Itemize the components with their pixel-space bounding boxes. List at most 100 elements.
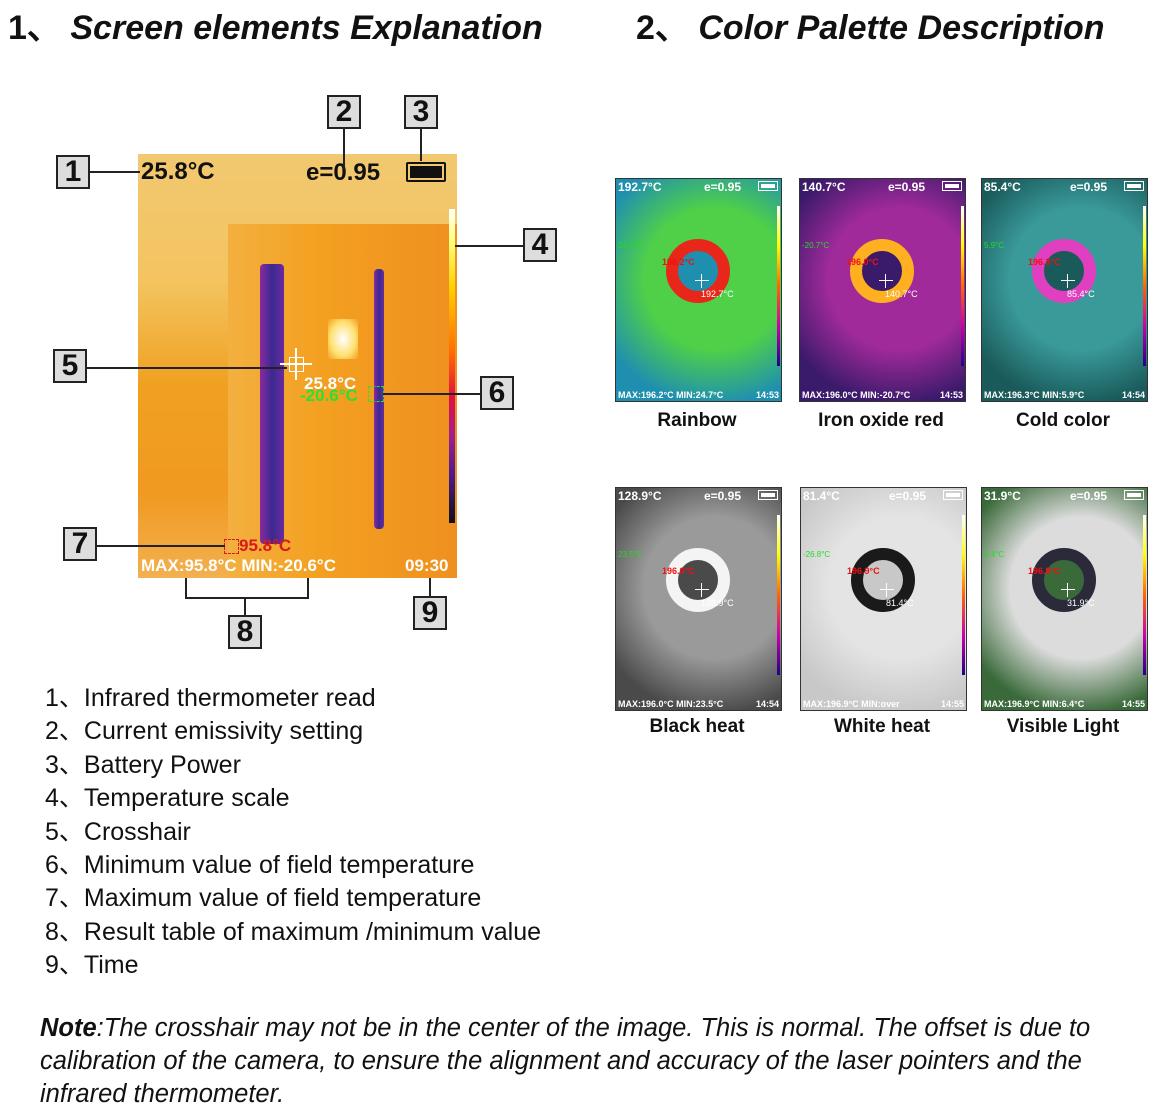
crosshair-icon bbox=[1061, 274, 1075, 288]
palette-scale bbox=[962, 515, 965, 675]
palette-time: 14:55 bbox=[1121, 699, 1145, 709]
palette-name: Rainbow bbox=[657, 410, 737, 431]
palette-cold-temp: -26.8°C bbox=[803, 550, 831, 559]
leader-line bbox=[383, 393, 480, 395]
palette-preview: 85.4°C e=0.95 196.3°C 5.9°C 85.4°C MAX:196.3°… bbox=[981, 178, 1148, 402]
palette-header: 140.7°C e=0.95 bbox=[802, 180, 963, 194]
palette-hot-ring bbox=[1032, 548, 1096, 612]
legend-item: 6、Minimum value of field temperature bbox=[45, 851, 475, 880]
palette-emissivity: e=0.95 bbox=[703, 180, 741, 194]
crosshair-temp: 25.8°C bbox=[304, 374, 357, 393]
palette-header: 31.9°C e=0.95 bbox=[984, 489, 1145, 503]
thermal-vent bbox=[374, 269, 384, 529]
palette-hot-temp: 196.3°C bbox=[1028, 257, 1061, 267]
thermal-screen: 25.8°C e=0.95 25.8°C -20.6°C 95.8°C MAX:… bbox=[138, 154, 457, 578]
legend-item: 5、Crosshair bbox=[45, 817, 191, 846]
palette-emissivity: e=0.95 bbox=[887, 180, 925, 194]
legend-list: 1、Infrared thermometer read 2、Current em… bbox=[45, 682, 541, 983]
palette-name: Cold color bbox=[1016, 410, 1110, 431]
palette-crosshair-temp: 31.9°C bbox=[1067, 598, 1095, 608]
palette-max-min: MAX:196.9°C MIN:over bbox=[803, 699, 900, 709]
battery-icon bbox=[943, 490, 963, 500]
palette-emissivity: e=0.95 bbox=[888, 489, 926, 503]
palette-cold-temp: 5.9°C bbox=[984, 241, 1005, 250]
battery-icon bbox=[1124, 490, 1144, 500]
legend-item: 8、Result table of maximum /minimum value bbox=[45, 917, 541, 946]
bracket-line bbox=[307, 578, 309, 598]
palette-preview: 81.4°C e=0.95 196.9°C -26.8°C 81.4°C MAX:196.… bbox=[800, 487, 967, 711]
palette-max-min: MAX:196.0°C MIN:23.5°C bbox=[618, 699, 724, 709]
heading-number: 2、 bbox=[636, 9, 689, 47]
palette-cold-temp: 24.7°C bbox=[618, 241, 643, 250]
palette-hot-ring bbox=[666, 548, 730, 612]
palette-footer: MAX:196.2°C MIN:24.7°C 14:53 bbox=[618, 390, 779, 400]
crosshair-icon bbox=[879, 274, 893, 288]
leader-line bbox=[455, 245, 523, 247]
palette-temp-read: 81.4°C bbox=[803, 489, 840, 503]
palette-scale bbox=[777, 515, 780, 675]
palette-hot-ring bbox=[666, 239, 730, 303]
legend-item: 2、Current emissivity setting bbox=[45, 717, 364, 746]
palette-name: White heat bbox=[833, 716, 931, 737]
note-label: Note bbox=[40, 1014, 97, 1042]
palette-name: Visible Light bbox=[1006, 716, 1120, 737]
palette-crosshair-temp: 81.4°C bbox=[886, 598, 914, 608]
max-min-table: MAX:95.8°C MIN:-20.6°C bbox=[141, 556, 336, 575]
battery-icon bbox=[942, 181, 962, 191]
palette-scale bbox=[1143, 515, 1146, 675]
palette-scale bbox=[961, 206, 964, 366]
callout-8: 8 bbox=[228, 615, 262, 649]
crosshair-icon bbox=[695, 583, 709, 597]
palette-temp-read: 85.4°C bbox=[984, 180, 1021, 194]
palette-name: Black heat bbox=[649, 716, 745, 737]
callout-1: 1 bbox=[56, 155, 90, 189]
palette-header: 85.4°C e=0.95 bbox=[984, 180, 1145, 194]
palette-temp-read: 192.7°C bbox=[618, 180, 662, 194]
palette-time: 14:53 bbox=[755, 390, 779, 400]
palette-cold-temp: 6.4°C bbox=[984, 550, 1005, 559]
leader-line bbox=[343, 129, 345, 169]
heading-screen-elements: 1、 Screen elements Explanation bbox=[8, 0, 543, 49]
callout-9: 9 bbox=[413, 596, 447, 630]
palette-header: 128.9°C e=0.95 bbox=[618, 489, 779, 503]
note: Note:The crosshair may not be in the cen… bbox=[40, 1012, 1120, 1111]
time-display: 09:30 bbox=[405, 556, 449, 575]
palette-footer: MAX:196.9°C MIN:6.4°C 14:55 bbox=[984, 699, 1145, 709]
leader-line bbox=[87, 367, 287, 369]
heading-title: Screen elements Explanation bbox=[70, 9, 543, 47]
bracket-line bbox=[185, 578, 187, 598]
callout-3: 3 bbox=[404, 95, 438, 129]
thermal-vent bbox=[260, 264, 284, 544]
palette-temp-read: 31.9°C bbox=[984, 489, 1021, 503]
palette-cold-temp: -20.7°C bbox=[802, 241, 830, 250]
battery-icon bbox=[406, 162, 446, 182]
crosshair-icon bbox=[280, 348, 312, 380]
bracket-line bbox=[244, 597, 246, 615]
crosshair-icon bbox=[880, 583, 894, 597]
palette-crosshair-temp: 85.4°C bbox=[1067, 289, 1095, 299]
palette-emissivity: e=0.95 bbox=[1069, 180, 1107, 194]
legend-item: 4、Temperature scale bbox=[45, 784, 290, 813]
legend-item: 7、Maximum value of field temperature bbox=[45, 884, 482, 913]
palette-preview: 140.7°C e=0.95 196.0°C -20.7°C 140.7°C MAX:19… bbox=[799, 178, 966, 402]
palette-max-min: MAX:196.0°C MIN:-20.7°C bbox=[802, 390, 911, 400]
palette-temp-read: 128.9°C bbox=[618, 489, 662, 503]
palette-hot-temp: 196.0°C bbox=[846, 257, 879, 267]
palette-temp-read: 140.7°C bbox=[802, 180, 846, 194]
battery-icon bbox=[758, 490, 778, 500]
palette-footer: MAX:196.3°C MIN:5.9°C 14:54 bbox=[984, 390, 1145, 400]
legend-item: 3、Battery Power bbox=[45, 750, 241, 779]
palette-time: 14:54 bbox=[1121, 390, 1145, 400]
palette-time: 14:53 bbox=[939, 390, 963, 400]
palette-footer: MAX:196.0°C MIN:-20.7°C 14:53 bbox=[802, 390, 963, 400]
palette-emissivity: e=0.95 bbox=[1069, 489, 1107, 503]
heading-number: 1、 bbox=[8, 9, 61, 47]
palette-footer: MAX:196.0°C MIN:23.5°C 14:54 bbox=[618, 699, 779, 709]
palette-hot-temp: 196.9°C bbox=[847, 566, 880, 576]
palette-header: 192.7°C e=0.95 bbox=[618, 180, 779, 194]
callout-2: 2 bbox=[327, 95, 361, 129]
palette-cold-temp: 23.5°C bbox=[618, 550, 643, 559]
palette-max-min: MAX:196.3°C MIN:5.9°C bbox=[984, 390, 1085, 400]
max-marker-icon bbox=[224, 539, 239, 554]
temp-read: 25.8°C bbox=[141, 158, 215, 185]
